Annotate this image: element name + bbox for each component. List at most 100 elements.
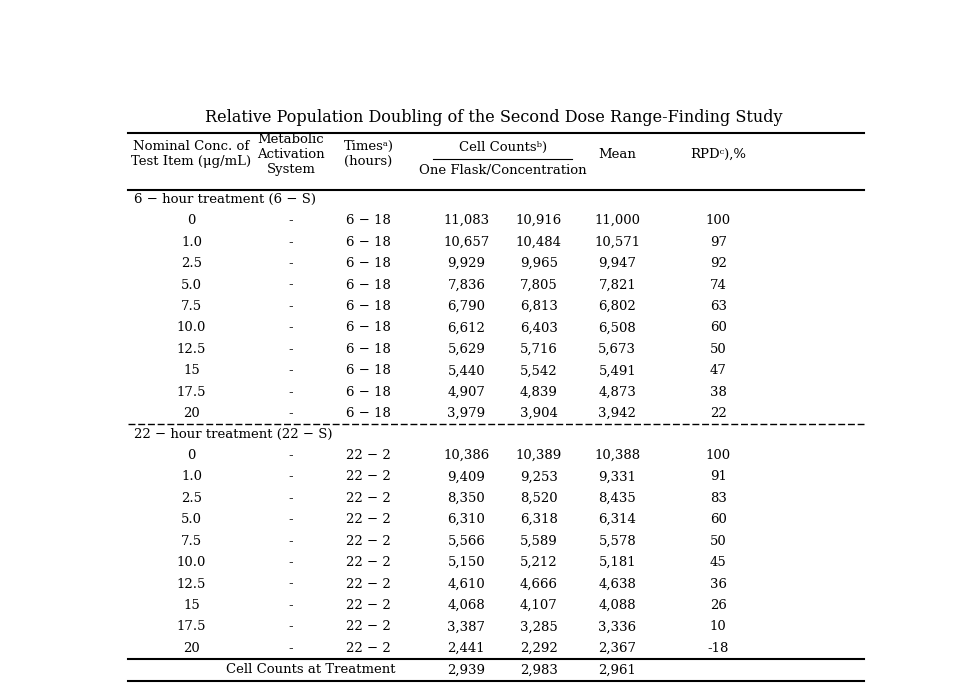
Text: 5,673: 5,673 <box>599 343 636 356</box>
Text: 6 − hour treatment (6 − S): 6 − hour treatment (6 − S) <box>134 193 316 206</box>
Text: 91: 91 <box>710 470 727 484</box>
Text: 4,107: 4,107 <box>520 599 558 612</box>
Text: 10,916: 10,916 <box>516 214 562 227</box>
Text: 6,318: 6,318 <box>520 513 558 526</box>
Text: 3,942: 3,942 <box>599 407 636 420</box>
Text: 83: 83 <box>710 492 727 505</box>
Text: -: - <box>288 407 293 420</box>
Text: Relative Population Doubling of the Second Dose Range-Finding Study: Relative Population Doubling of the Seco… <box>205 109 783 126</box>
Text: 5,542: 5,542 <box>520 364 558 377</box>
Text: 6 − 18: 6 − 18 <box>346 386 391 399</box>
Text: -: - <box>288 386 293 399</box>
Text: 2,441: 2,441 <box>447 642 485 655</box>
Text: 6 − 18: 6 − 18 <box>346 278 391 292</box>
Text: 5,716: 5,716 <box>520 343 558 356</box>
Text: 38: 38 <box>710 386 727 399</box>
Text: 7.5: 7.5 <box>181 535 202 548</box>
Text: 7,836: 7,836 <box>447 278 486 292</box>
Text: 8,350: 8,350 <box>447 492 485 505</box>
Text: 9,965: 9,965 <box>520 257 558 270</box>
Text: -: - <box>288 278 293 292</box>
Text: 2.5: 2.5 <box>181 492 202 505</box>
Text: 22 − 2: 22 − 2 <box>346 535 391 548</box>
Text: 97: 97 <box>710 236 727 248</box>
Text: -: - <box>288 257 293 270</box>
Text: 6 − 18: 6 − 18 <box>346 407 391 420</box>
Text: 15: 15 <box>183 364 200 377</box>
Text: 10,484: 10,484 <box>516 236 562 248</box>
Text: 6 − 18: 6 − 18 <box>346 364 391 377</box>
Text: 2,939: 2,939 <box>447 663 486 677</box>
Text: 92: 92 <box>710 257 727 270</box>
Text: 4,068: 4,068 <box>447 599 485 612</box>
Text: 7.5: 7.5 <box>181 300 202 313</box>
Text: 10: 10 <box>710 620 727 633</box>
Text: 7,821: 7,821 <box>599 278 636 292</box>
Text: 6 − 18: 6 − 18 <box>346 322 391 334</box>
Text: -: - <box>288 620 293 633</box>
Text: 0: 0 <box>187 214 196 227</box>
Text: 6 − 18: 6 − 18 <box>346 343 391 356</box>
Text: 60: 60 <box>710 513 727 526</box>
Text: 2.5: 2.5 <box>181 257 202 270</box>
Text: 6,790: 6,790 <box>447 300 486 313</box>
Text: 9,253: 9,253 <box>520 470 558 484</box>
Text: 4,839: 4,839 <box>520 386 558 399</box>
Text: 17.5: 17.5 <box>176 620 206 633</box>
Text: 10.0: 10.0 <box>176 322 206 334</box>
Text: 6 − 18: 6 − 18 <box>346 214 391 227</box>
Text: -: - <box>288 556 293 569</box>
Text: 20: 20 <box>183 642 200 655</box>
Text: 1.0: 1.0 <box>181 236 202 248</box>
Text: 12.5: 12.5 <box>176 343 206 356</box>
Text: 22 − 2: 22 − 2 <box>346 492 391 505</box>
Text: 3,979: 3,979 <box>447 407 486 420</box>
Text: 3,285: 3,285 <box>520 620 558 633</box>
Text: 0: 0 <box>187 449 196 462</box>
Text: 22 − hour treatment (22 − S): 22 − hour treatment (22 − S) <box>134 428 333 441</box>
Text: 10,389: 10,389 <box>516 449 562 462</box>
Text: 60: 60 <box>710 322 727 334</box>
Text: 10,388: 10,388 <box>594 449 640 462</box>
Text: Timesᵃ)
(hours): Timesᵃ) (hours) <box>343 140 393 168</box>
Text: 5,566: 5,566 <box>447 535 485 548</box>
Text: 9,331: 9,331 <box>599 470 636 484</box>
Text: 4,873: 4,873 <box>599 386 636 399</box>
Text: Metabolic
Activation
System: Metabolic Activation System <box>257 132 325 175</box>
Text: 5.0: 5.0 <box>181 278 202 292</box>
Text: 11,083: 11,083 <box>443 214 490 227</box>
Text: 6,612: 6,612 <box>447 322 485 334</box>
Text: 2,961: 2,961 <box>599 663 636 677</box>
Text: -: - <box>288 300 293 313</box>
Text: -: - <box>288 513 293 526</box>
Text: 5,440: 5,440 <box>447 364 485 377</box>
Text: 20: 20 <box>183 407 200 420</box>
Text: 50: 50 <box>710 535 727 548</box>
Text: 5,578: 5,578 <box>599 535 636 548</box>
Text: 22 − 2: 22 − 2 <box>346 449 391 462</box>
Text: -: - <box>288 599 293 612</box>
Text: 22: 22 <box>710 407 727 420</box>
Text: 63: 63 <box>710 300 727 313</box>
Text: 26: 26 <box>710 599 727 612</box>
Text: 10.0: 10.0 <box>176 556 206 569</box>
Text: 36: 36 <box>710 578 727 591</box>
Text: 5,212: 5,212 <box>520 556 558 569</box>
Text: 6 − 18: 6 − 18 <box>346 257 391 270</box>
Text: 6,813: 6,813 <box>520 300 558 313</box>
Text: 74: 74 <box>710 278 727 292</box>
Text: 22 − 2: 22 − 2 <box>346 578 391 591</box>
Text: One Flask/Concentration: One Flask/Concentration <box>418 164 586 177</box>
Text: 5,150: 5,150 <box>447 556 485 569</box>
Text: -: - <box>288 535 293 548</box>
Text: 22 − 2: 22 − 2 <box>346 642 391 655</box>
Text: RPDᶜ),%: RPDᶜ),% <box>690 148 746 161</box>
Text: 12.5: 12.5 <box>176 578 206 591</box>
Text: 8,435: 8,435 <box>599 492 636 505</box>
Text: -: - <box>288 343 293 356</box>
Text: -18: -18 <box>708 642 729 655</box>
Text: -: - <box>288 642 293 655</box>
Text: 6 − 18: 6 − 18 <box>346 300 391 313</box>
Text: 9,409: 9,409 <box>447 470 485 484</box>
Text: 4,638: 4,638 <box>599 578 636 591</box>
